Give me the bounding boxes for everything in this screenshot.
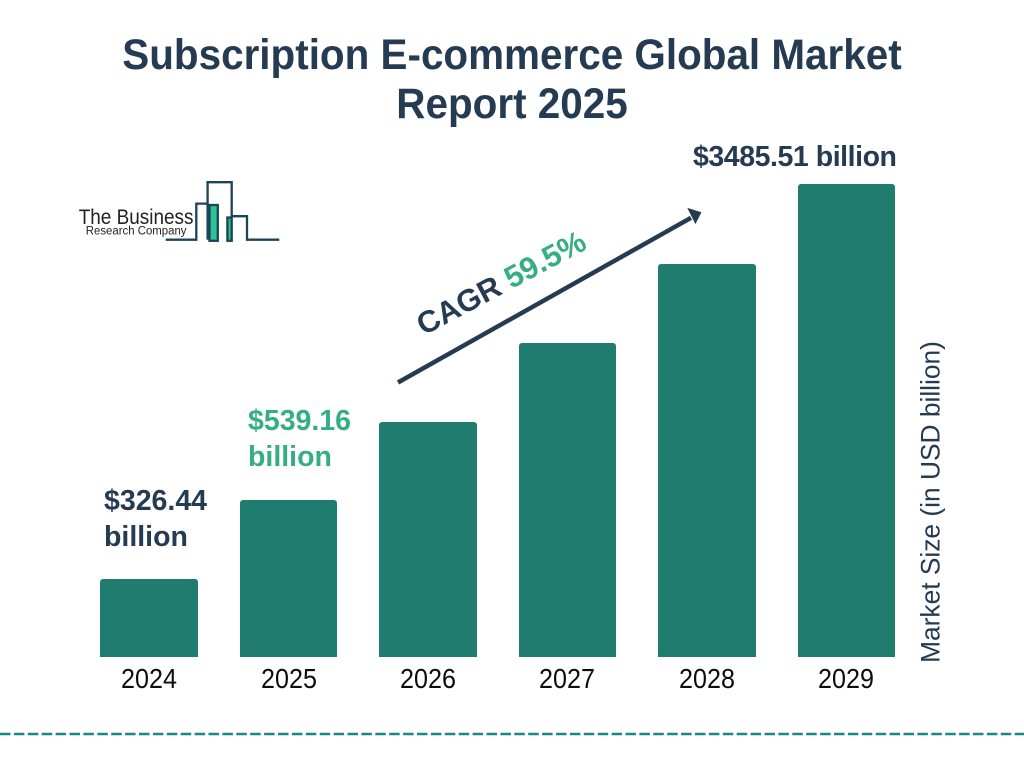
svg-text:The Business: The Business <box>79 206 194 229</box>
svg-text:Research Company: Research Company <box>86 226 187 238</box>
